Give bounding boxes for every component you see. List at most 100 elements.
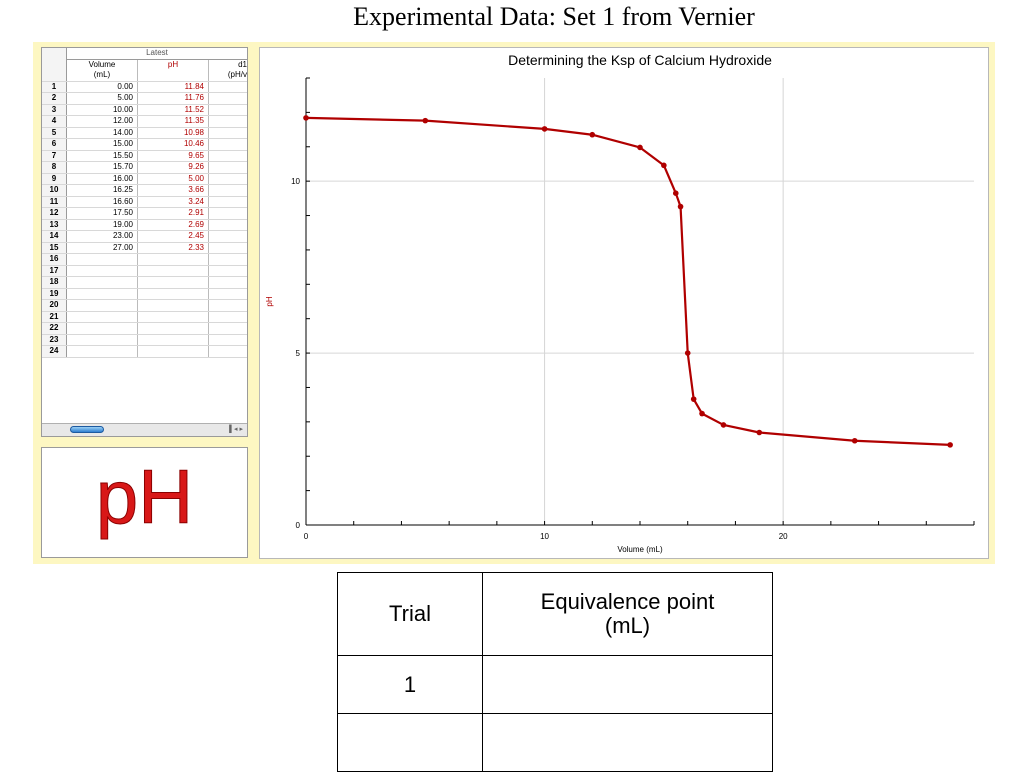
volume-cell[interactable] bbox=[66, 288, 138, 300]
volume-cell[interactable] bbox=[66, 334, 138, 346]
volume-cell[interactable]: 16.60 bbox=[66, 196, 138, 208]
table-row[interactable]: 15 27.00 2.33 bbox=[42, 242, 247, 254]
table-row[interactable]: 23 bbox=[42, 334, 247, 346]
column-header-d1[interactable]: d1 bbox=[208, 59, 247, 70]
ph-cell[interactable]: 9.26 bbox=[137, 161, 209, 174]
ph-cell[interactable]: 3.24 bbox=[137, 196, 209, 208]
d1-cell[interactable] bbox=[208, 150, 247, 162]
volume-cell[interactable] bbox=[66, 265, 138, 277]
data-point[interactable] bbox=[541, 126, 548, 132]
ph-cell[interactable] bbox=[137, 322, 209, 335]
table-row[interactable]: 13 19.00 2.69 bbox=[42, 219, 247, 231]
table-row[interactable]: 20 bbox=[42, 299, 247, 312]
d1-cell[interactable] bbox=[208, 276, 247, 289]
d1-cell[interactable] bbox=[208, 334, 247, 346]
table-row[interactable]: 7 15.50 9.65 bbox=[42, 150, 247, 162]
graph-panel[interactable]: 0 10 20 0 5 10 Determining the Ksp of Calcium … bbox=[259, 47, 989, 559]
volume-cell[interactable]: 16.25 bbox=[66, 184, 138, 197]
d1-cell[interactable] bbox=[208, 288, 247, 300]
d1-cell[interactable] bbox=[208, 311, 247, 323]
d1-cell[interactable] bbox=[208, 219, 247, 231]
ph-cell[interactable]: 9.65 bbox=[137, 150, 209, 162]
ph-cell[interactable]: 10.46 bbox=[137, 138, 209, 151]
table-row[interactable]: 8 15.70 9.26 bbox=[42, 161, 247, 174]
d1-cell[interactable] bbox=[208, 184, 247, 197]
scrollbar-thumb[interactable] bbox=[70, 426, 104, 433]
data-point[interactable] bbox=[720, 422, 727, 428]
data-point[interactable] bbox=[851, 437, 858, 444]
volume-cell[interactable]: 0.00 bbox=[66, 81, 138, 93]
table-row[interactable]: 16 bbox=[42, 253, 247, 266]
data-point[interactable] bbox=[677, 203, 684, 210]
ph-cell[interactable]: 2.33 bbox=[137, 242, 209, 254]
ph-cell[interactable]: 11.35 bbox=[137, 115, 209, 128]
ph-cell[interactable] bbox=[137, 311, 209, 323]
volume-cell[interactable]: 15.50 bbox=[66, 150, 138, 162]
d1-cell[interactable] bbox=[208, 230, 247, 243]
table-row[interactable]: 18 bbox=[42, 276, 247, 289]
volume-cell[interactable] bbox=[66, 253, 138, 266]
table-row[interactable]: 24 bbox=[42, 345, 247, 358]
ph-cell[interactable]: 11.76 bbox=[137, 92, 209, 105]
table-row[interactable]: 10 16.25 3.66 bbox=[42, 184, 247, 197]
ph-cell[interactable]: 5.00 bbox=[137, 173, 209, 185]
d1-cell[interactable] bbox=[208, 127, 247, 139]
horizontal-scrollbar[interactable]: ▌◂ ▸ bbox=[42, 423, 247, 436]
volume-cell[interactable]: 19.00 bbox=[66, 219, 138, 231]
table-row[interactable]: 3 10.00 11.52 bbox=[42, 104, 247, 116]
table-row[interactable]: 6 15.00 10.46 bbox=[42, 138, 247, 151]
d1-cell[interactable] bbox=[208, 81, 247, 93]
ph-cell[interactable] bbox=[137, 299, 209, 312]
table-row[interactable]: 22 bbox=[42, 322, 247, 335]
column-header-volume[interactable]: Volume bbox=[66, 59, 138, 70]
data-point[interactable] bbox=[422, 117, 429, 124]
ph-cell[interactable] bbox=[137, 276, 209, 289]
d1-cell[interactable] bbox=[208, 253, 247, 266]
scroll-arrows-icon[interactable]: ▌◂ ▸ bbox=[229, 426, 243, 433]
table-row[interactable]: 21 bbox=[42, 311, 247, 323]
ph-cell[interactable]: 11.84 bbox=[137, 81, 209, 93]
d1-cell[interactable] bbox=[208, 161, 247, 174]
table-row[interactable]: 12 17.50 2.91 bbox=[42, 207, 247, 220]
ph-cell[interactable]: 10.98 bbox=[137, 127, 209, 139]
table-row[interactable]: 4 12.00 11.35 bbox=[42, 115, 247, 128]
d1-cell[interactable] bbox=[208, 345, 247, 358]
table-row[interactable]: 17 bbox=[42, 265, 247, 277]
data-point[interactable] bbox=[637, 144, 643, 151]
d1-cell[interactable] bbox=[208, 196, 247, 208]
d1-cell[interactable] bbox=[208, 173, 247, 185]
volume-cell[interactable] bbox=[66, 311, 138, 323]
volume-cell[interactable]: 5.00 bbox=[66, 92, 138, 105]
d1-cell[interactable] bbox=[208, 242, 247, 254]
data-point[interactable] bbox=[661, 162, 667, 169]
table-row[interactable]: 9 16.00 5.00 bbox=[42, 173, 247, 185]
ph-cell[interactable]: 3.66 bbox=[137, 184, 209, 197]
d1-cell[interactable] bbox=[208, 92, 247, 105]
ph-cell[interactable] bbox=[137, 288, 209, 300]
d1-cell[interactable] bbox=[208, 104, 247, 116]
volume-cell[interactable]: 15.70 bbox=[66, 161, 138, 174]
table-row[interactable]: 1 0.00 11.84 bbox=[42, 81, 247, 93]
d1-cell[interactable] bbox=[208, 138, 247, 151]
d1-cell[interactable] bbox=[208, 299, 247, 312]
d1-cell[interactable] bbox=[208, 265, 247, 277]
volume-cell[interactable] bbox=[66, 276, 138, 289]
data-point[interactable] bbox=[684, 350, 691, 356]
volume-cell[interactable]: 12.00 bbox=[66, 115, 138, 128]
ph-cell[interactable]: 2.91 bbox=[137, 207, 209, 220]
volume-cell[interactable]: 15.00 bbox=[66, 138, 138, 151]
table-row[interactable]: 14 23.00 2.45 bbox=[42, 230, 247, 243]
ph-cell[interactable] bbox=[137, 334, 209, 346]
d1-cell[interactable] bbox=[208, 115, 247, 128]
table-row[interactable]: 11 16.60 3.24 bbox=[42, 196, 247, 208]
d1-cell[interactable] bbox=[208, 322, 247, 335]
ph-cell[interactable]: 11.52 bbox=[137, 104, 209, 116]
table-row[interactable]: 5 14.00 10.98 bbox=[42, 127, 247, 139]
volume-cell[interactable]: 16.00 bbox=[66, 173, 138, 185]
volume-cell[interactable] bbox=[66, 322, 138, 335]
data-point[interactable] bbox=[699, 410, 705, 417]
ph-cell[interactable]: 2.45 bbox=[137, 230, 209, 243]
data-point[interactable] bbox=[589, 131, 596, 138]
data-point[interactable] bbox=[303, 115, 309, 121]
table-row[interactable]: 2 5.00 11.76 bbox=[42, 92, 247, 105]
